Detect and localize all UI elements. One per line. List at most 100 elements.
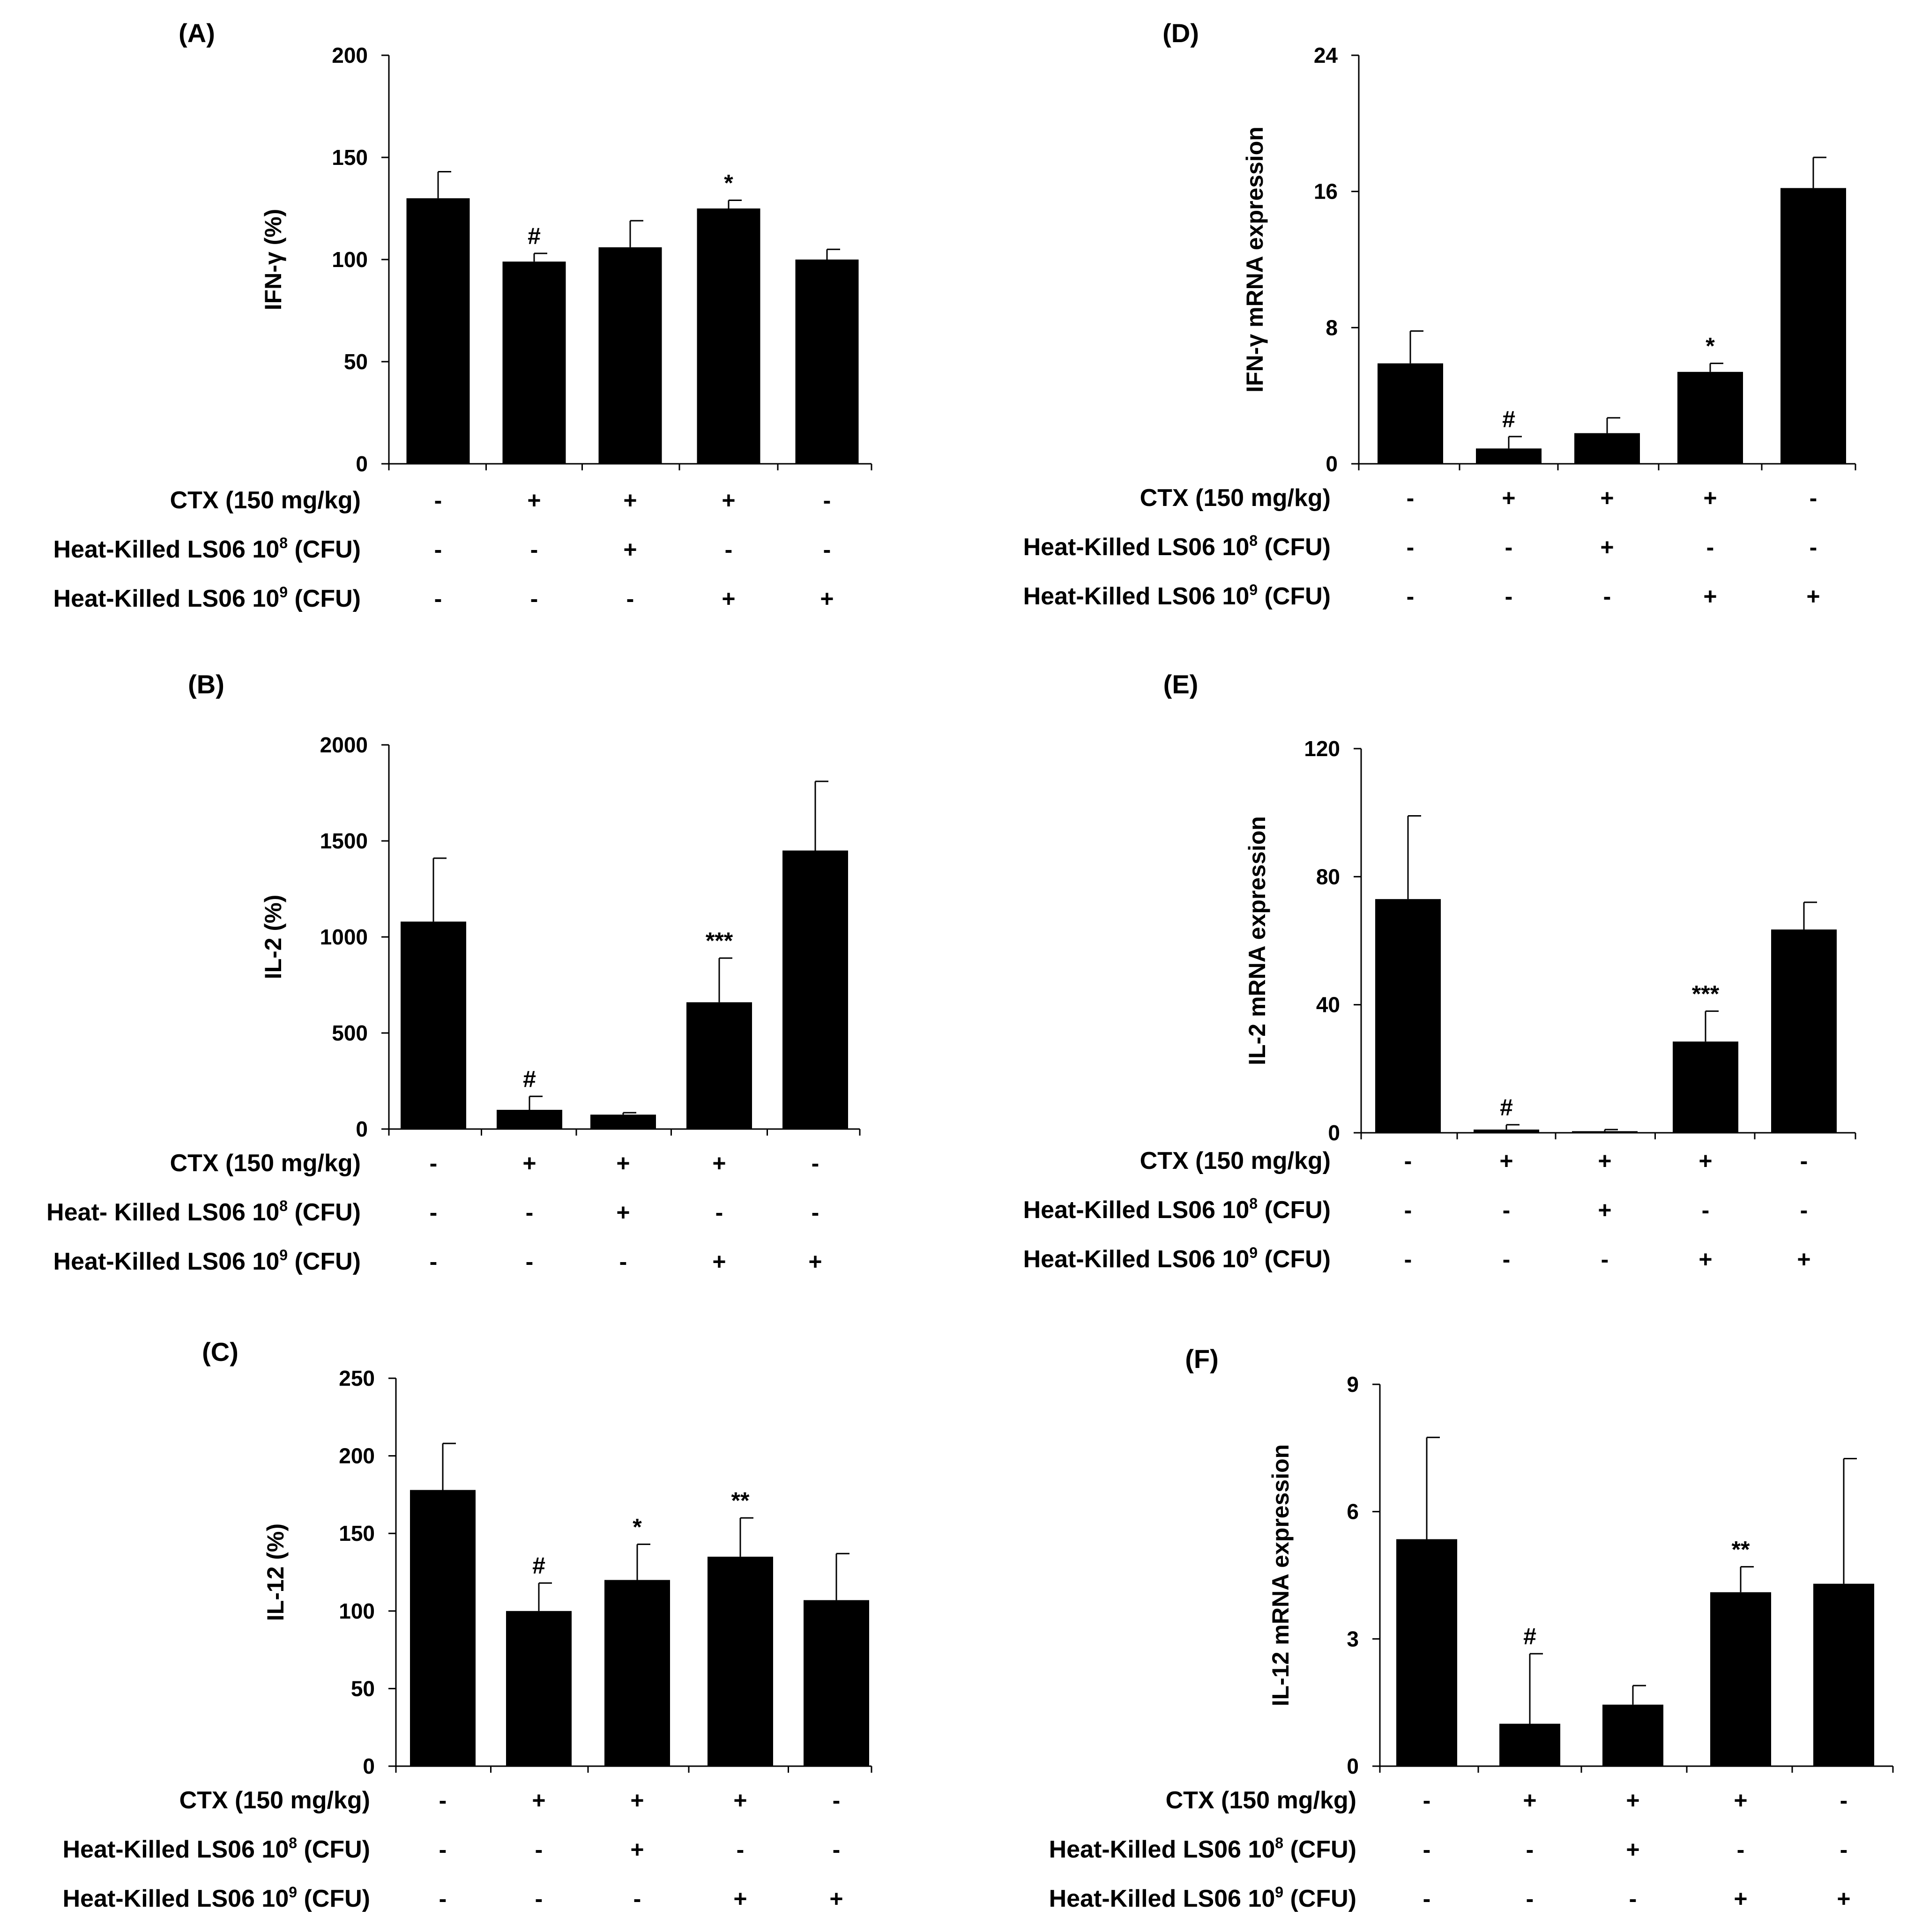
treatment-row-label: CTX (150 mg/kg)	[170, 1150, 361, 1177]
treatment-row-label: Heat-Killed LS06 108 (CFU)	[1023, 1195, 1331, 1224]
bar	[1780, 188, 1846, 464]
treatment-row-label: Heat- Killed LS06 108 (CFU)	[46, 1197, 361, 1226]
treatment-sign: -	[526, 1199, 534, 1226]
treatment-sign: +	[1600, 534, 1614, 560]
treatment-sign: +	[630, 1787, 644, 1813]
bar	[1673, 1041, 1738, 1133]
y-tick-label: 0	[1347, 1754, 1359, 1778]
treatment-sign: -	[1840, 1836, 1848, 1863]
treatment-sign: +	[1734, 1787, 1747, 1813]
y-axis-label: IL-2 (%)	[260, 895, 286, 980]
treatment-row-label: Heat-Killed LS06 109 (CFU)	[53, 584, 361, 612]
y-tick-label: 6	[1347, 1500, 1359, 1524]
bar	[697, 208, 760, 464]
treatment-sign: -	[1800, 1197, 1808, 1223]
treatment-sign: +	[616, 1150, 630, 1176]
significance-mark: *	[724, 170, 733, 196]
bar	[1602, 1704, 1663, 1766]
treatment-sign: +	[527, 487, 541, 513]
treatment-sign: -	[1505, 583, 1513, 609]
treatment-sign: +	[722, 586, 735, 612]
significance-mark: #	[532, 1553, 545, 1579]
bar	[406, 198, 470, 464]
treatment-sign: +	[829, 1886, 843, 1912]
treatment-sign: +	[1734, 1886, 1747, 1912]
bar	[1813, 1583, 1874, 1766]
treatment-sign: -	[530, 536, 538, 563]
bar	[1378, 363, 1443, 464]
treatment-sign: +	[1502, 485, 1515, 511]
y-tick-label: 250	[339, 1366, 375, 1390]
treatment-row-label: Heat-Killed LS06 109 (CFU)	[1023, 581, 1331, 610]
bar	[1677, 372, 1743, 464]
treatment-sign: -	[715, 1199, 723, 1226]
treatment-sign: -	[1526, 1836, 1534, 1863]
treatment-row-label: Heat-Killed LS06 109 (CFU)	[53, 1247, 361, 1275]
bar	[410, 1490, 476, 1766]
treatment-sign: -	[1800, 1148, 1808, 1174]
bar	[502, 261, 566, 464]
treatment-sign: +	[1598, 1148, 1611, 1174]
treatment-row-label: Heat-Killed LS06 108 (CFU)	[53, 535, 361, 563]
treatment-sign: +	[808, 1248, 822, 1275]
treatment-sign: -	[812, 1150, 819, 1176]
significance-mark: #	[1500, 1094, 1513, 1121]
bar	[804, 1600, 869, 1766]
significance-mark: #	[523, 1066, 536, 1092]
y-axis-label: IFN-γ (%)	[260, 209, 286, 311]
treatment-sign: -	[1503, 1246, 1511, 1272]
treatment-sign: +	[820, 586, 834, 612]
treatment-sign: -	[1404, 1197, 1412, 1223]
bar	[1474, 1129, 1539, 1133]
treatment-sign: -	[535, 1836, 543, 1863]
treatment-sign: -	[430, 1248, 438, 1275]
bar	[708, 1556, 773, 1766]
treatment-sign: -	[439, 1787, 447, 1813]
treatment-sign: -	[619, 1248, 627, 1275]
y-tick-label: 0	[356, 452, 368, 476]
treatment-sign: -	[633, 1886, 641, 1912]
bar	[795, 260, 859, 464]
significance-mark: **	[731, 1487, 750, 1514]
panel-label: (F)	[1185, 1344, 1219, 1374]
chart-panel: (B) 0 500 1000 1500 2000 IL-2 (%) # *** CTX (150 …	[46, 669, 861, 1275]
y-tick-label: 0	[356, 1117, 368, 1141]
treatment-row-label: Heat-Killed LS06 109 (CFU)	[63, 1884, 370, 1912]
panel-label: (D)	[1162, 18, 1199, 48]
bar	[598, 247, 662, 464]
significance-mark: **	[1732, 1536, 1750, 1562]
bar	[1572, 1131, 1638, 1133]
treatment-sign: -	[530, 586, 538, 612]
treatment-sign: -	[1840, 1787, 1848, 1813]
treatment-sign: +	[1806, 583, 1820, 609]
treatment-sign: +	[1626, 1836, 1639, 1863]
treatment-sign: +	[1600, 485, 1614, 511]
y-tick-label: 8	[1326, 315, 1338, 340]
y-tick-label: 0	[1328, 1121, 1340, 1145]
significance-mark: ***	[1692, 981, 1720, 1007]
panel-label: (A)	[179, 18, 215, 48]
treatment-sign: +	[1698, 1246, 1712, 1272]
y-axis-label: IL-12 (%)	[262, 1523, 289, 1621]
panel-label: (C)	[202, 1337, 238, 1367]
bar	[1710, 1592, 1771, 1766]
significance-mark: ***	[706, 928, 733, 954]
treatment-sign: -	[1702, 1197, 1710, 1223]
treatment-sign: -	[1603, 583, 1611, 609]
y-tick-label: 150	[339, 1521, 375, 1546]
y-tick-label: 150	[332, 145, 368, 170]
treatment-sign: -	[1423, 1787, 1431, 1813]
y-axis-label: IL-2 mRNA expression	[1244, 816, 1270, 1065]
significance-mark: #	[1502, 406, 1515, 432]
treatment-sign: +	[623, 487, 637, 513]
treatment-sign: +	[1703, 485, 1717, 511]
treatment-sign: +	[733, 1886, 747, 1912]
bar	[1396, 1539, 1457, 1766]
treatment-sign: +	[712, 1248, 726, 1275]
treatment-sign: +	[1698, 1148, 1712, 1174]
treatment-row-label: CTX (150 mg/kg)	[179, 1787, 370, 1814]
treatment-sign: -	[833, 1787, 841, 1813]
treatment-sign: -	[434, 536, 442, 563]
treatment-sign: +	[522, 1150, 536, 1176]
